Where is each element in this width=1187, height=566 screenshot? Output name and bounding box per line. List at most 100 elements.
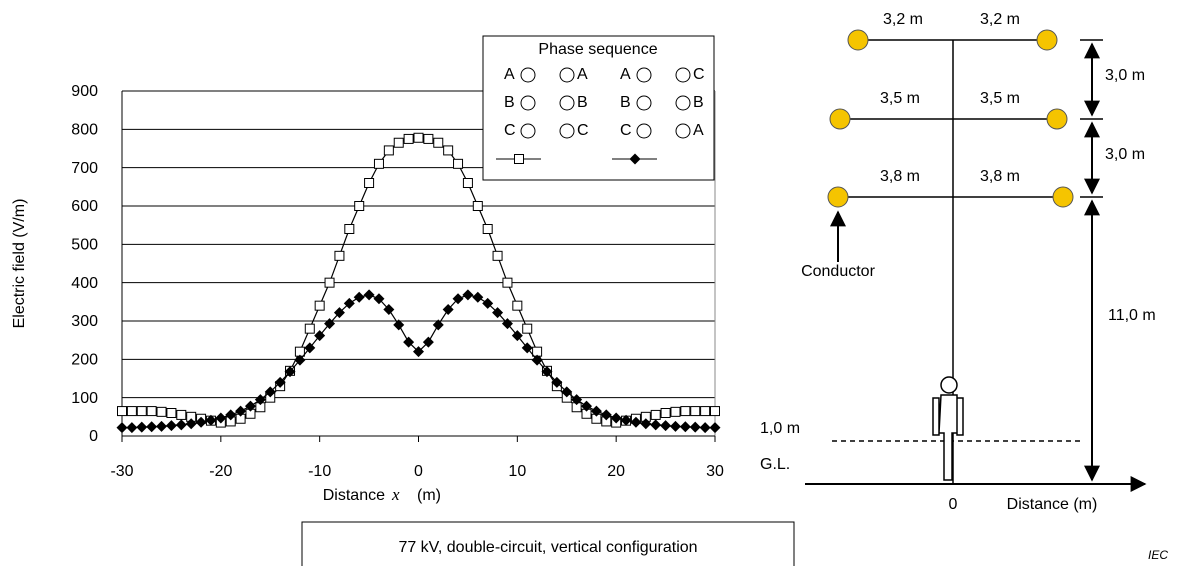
marker [521,342,533,354]
span-label: 3,8 m [880,168,920,185]
marker [710,406,720,417]
marker [442,304,454,315]
height-label: 11,0 m [1108,307,1156,324]
marker [551,376,563,388]
phase-circle [636,95,652,111]
marker [314,300,325,311]
phase-circle [520,95,536,111]
marker [462,178,473,188]
marker [264,386,276,398]
marker [679,421,691,433]
marker [126,422,138,434]
marker [453,158,464,169]
marker [215,412,227,424]
marker [334,250,345,261]
phase-label: A [620,66,631,83]
marker [244,400,256,412]
ground-label: G.L. [760,456,790,473]
marker [699,422,711,434]
marker [254,394,266,406]
marker [136,421,148,433]
marker [235,405,247,417]
span-label: 3,2 m [883,11,923,28]
phase-label: B [504,94,515,111]
phase-label: C [693,66,705,83]
marker [343,297,355,309]
marker [482,224,493,234]
y-tick-label: 900 [71,83,98,100]
marker [571,394,583,406]
x-tick-label: 0 [414,463,423,480]
marker [660,420,672,432]
marker [156,420,168,432]
conductor-label: Conductor [801,263,875,280]
marker [393,319,405,331]
marker [531,354,543,366]
marker [502,277,513,288]
y-tick-label: 100 [71,390,98,407]
phase-label: A [693,122,704,139]
caption: 77 kV, double-circuit, vertical configur… [398,539,697,556]
marker [462,289,474,301]
marker [541,366,553,378]
marker [422,336,434,348]
marker [175,419,187,431]
marker [630,416,642,428]
x-tick-label: -10 [308,463,331,480]
marker [304,323,315,334]
marker [195,416,207,428]
marker [590,405,602,417]
marker [514,154,524,164]
phase-circle [675,67,691,83]
marker [166,408,177,418]
marker [670,406,681,417]
x-tick-label: 30 [706,463,724,480]
marker [640,418,652,430]
marker [511,330,523,342]
phase-label: C [620,122,632,139]
marker [492,250,503,261]
y-tick-label: 300 [71,313,98,330]
marker [709,422,721,434]
marker [423,133,434,144]
person-height-label: 1,0 m [760,420,800,437]
phase-circle [559,67,575,83]
marker [403,133,414,144]
span-label: 3,2 m [980,11,1020,28]
marker [225,409,237,421]
marker [294,354,306,366]
distance-axis-label: Distance (m) [1007,496,1098,513]
marker [373,293,385,305]
marker [690,406,701,417]
marker [146,421,158,433]
marker [314,330,326,342]
marker [522,323,533,334]
credit: IEC [1148,548,1168,562]
marker [126,406,137,417]
marker [156,406,167,417]
marker [403,336,415,348]
marker [600,409,612,421]
span-label: 3,5 m [880,90,920,107]
y-tick-label: 500 [71,237,98,254]
phase-circle [636,67,652,83]
legend-title: Phase sequence [538,41,657,58]
phase-label: A [577,66,588,83]
marker [620,414,632,426]
marker [512,300,523,311]
span-label: 3,5 m [980,90,1020,107]
height-label: 3,0 m [1105,67,1145,84]
marker [373,158,384,169]
caption-box [301,521,795,566]
marker [700,406,711,417]
phase-label: A [504,66,515,83]
marker [185,418,197,430]
y-tick-label: 800 [71,122,98,139]
marker [610,412,622,424]
phase-circle [520,123,536,139]
phase-label: B [693,94,704,111]
x-axis-symbol: x [391,485,400,504]
marker [146,406,157,417]
